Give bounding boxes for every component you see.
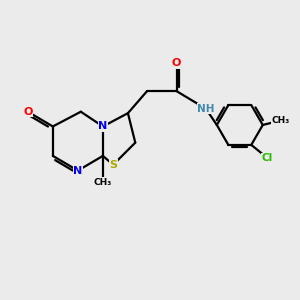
Text: NH: NH: [197, 104, 215, 114]
Text: S: S: [109, 160, 117, 170]
Text: O: O: [23, 107, 32, 117]
Text: N: N: [98, 122, 107, 131]
Text: CH₃: CH₃: [271, 116, 290, 125]
Text: O: O: [172, 58, 181, 68]
Text: CH₃: CH₃: [94, 178, 112, 187]
Text: N: N: [73, 166, 83, 176]
Text: Cl: Cl: [262, 153, 273, 163]
